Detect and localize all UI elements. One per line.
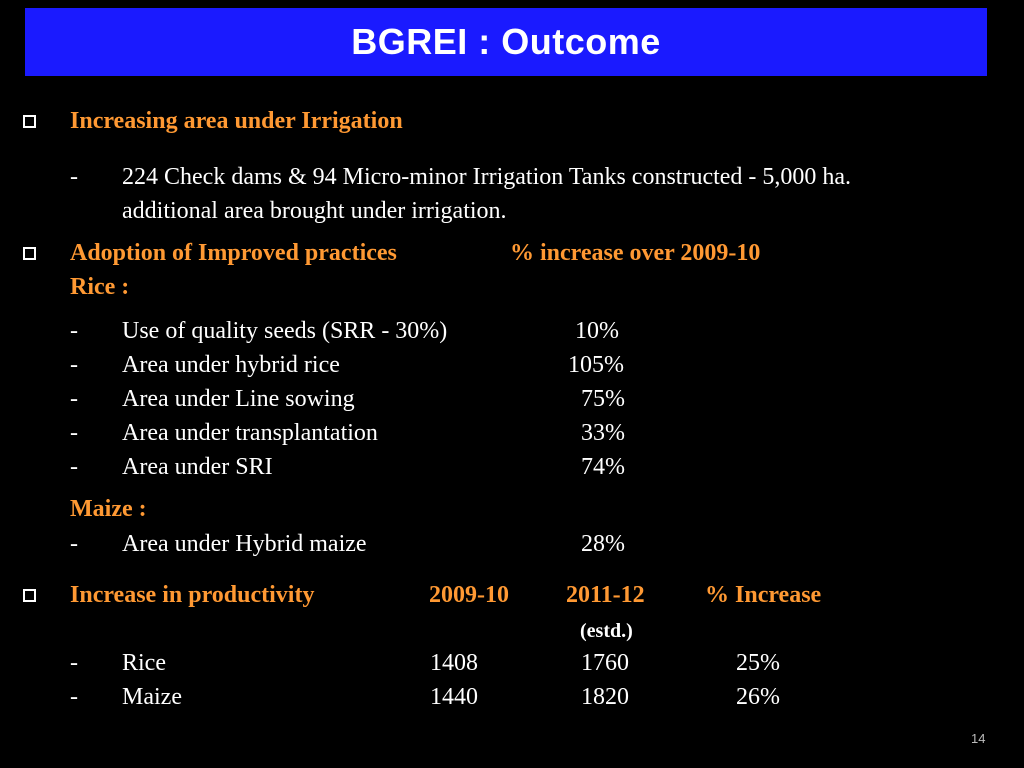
- productivity-col2-note: (estd.): [580, 620, 633, 642]
- productivity-row-v2: 1820: [581, 684, 629, 710]
- slide-title: BGREI : Outcome: [351, 21, 661, 62]
- productivity-col1-heading: 2009-10: [429, 582, 509, 608]
- rice-item-label: Use of quality seeds (SRR - 30%): [122, 318, 448, 344]
- maize-label: Maize :: [70, 496, 147, 522]
- dash-marker: -: [70, 684, 78, 710]
- productivity-col2-heading: 2011-12: [566, 582, 645, 608]
- section-heading-irrigation: Increasing area under Irrigation: [70, 108, 403, 134]
- section-heading-productivity: Increase in productivity: [70, 582, 315, 608]
- rice-item-label: Area under transplantation: [122, 420, 378, 446]
- rice-item-label: Area under Line sowing: [122, 386, 355, 412]
- productivity-col3-heading: % Increase: [705, 582, 822, 608]
- checkbox-bullet-icon: [23, 589, 36, 602]
- dash-marker: -: [70, 318, 78, 344]
- productivity-row-v3: 25%: [736, 650, 780, 676]
- practices-column-heading: % increase over 2009-10: [510, 240, 761, 266]
- rice-item-value: 33%: [581, 420, 625, 446]
- productivity-row-v3: 26%: [736, 684, 780, 710]
- productivity-row-crop: Maize: [122, 684, 182, 710]
- title-bar: BGREI : Outcome: [25, 8, 987, 76]
- rice-item-label: Area under SRI: [122, 454, 273, 480]
- dash-marker: -: [70, 386, 78, 412]
- dash-marker: -: [70, 164, 78, 190]
- rice-item-value: 105%: [568, 352, 624, 378]
- page-number: 14: [971, 731, 986, 746]
- productivity-row-v2: 1760: [581, 650, 629, 676]
- rice-label: Rice :: [70, 274, 130, 300]
- dash-marker: -: [70, 650, 78, 676]
- productivity-row-crop: Rice: [122, 650, 166, 676]
- productivity-row-v1: 1440: [430, 684, 478, 710]
- checkbox-bullet-icon: [23, 247, 36, 260]
- irrigation-text-line1: 224 Check dams & 94 Micro-minor Irrigati…: [122, 164, 852, 190]
- rice-item-value: 10%: [575, 318, 619, 344]
- productivity-row-v1: 1408: [430, 650, 478, 676]
- rice-item-value: 75%: [581, 386, 625, 412]
- dash-marker: -: [70, 454, 78, 480]
- rice-item-value: 74%: [581, 454, 625, 480]
- irrigation-text-line2: additional area brought under irrigation…: [122, 198, 507, 224]
- maize-item-label: Area under Hybrid maize: [122, 531, 367, 557]
- section-heading-practices: Adoption of Improved practices: [70, 240, 397, 266]
- dash-marker: -: [70, 420, 78, 446]
- checkbox-bullet-icon: [23, 115, 36, 128]
- dash-marker: -: [70, 531, 78, 557]
- maize-item-value: 28%: [581, 531, 625, 557]
- rice-item-label: Area under hybrid rice: [122, 352, 340, 378]
- dash-marker: -: [70, 352, 78, 378]
